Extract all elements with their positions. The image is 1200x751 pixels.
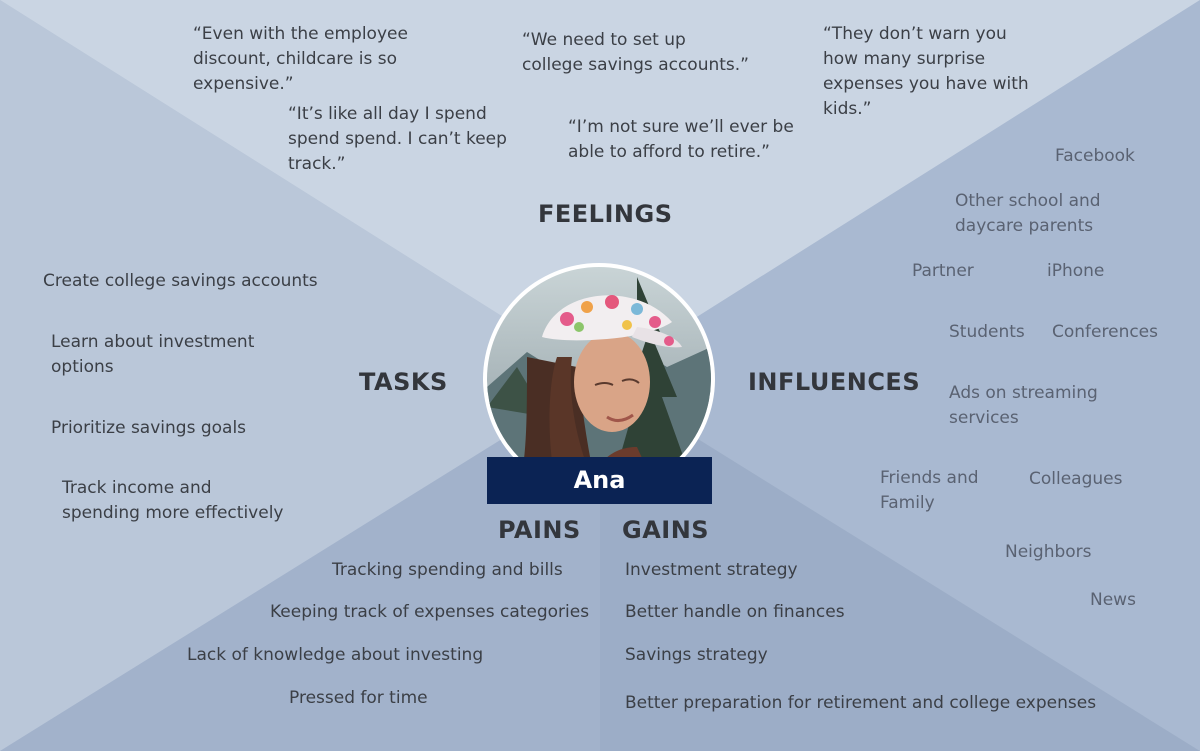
influences-region [600, 0, 1200, 751]
tasks-region [0, 0, 600, 751]
influence-item: Conferences [1052, 322, 1159, 342]
influence-item: Neighbors [1005, 542, 1092, 562]
feelings-quote: “Even with the employee discount, childc… [193, 24, 408, 94]
gains-heading: GAINS [622, 516, 710, 544]
influence-item: Facebook [1055, 146, 1135, 166]
feelings-quote: “I’m not sure we’ll ever be able to affo… [568, 117, 794, 162]
influence-item: iPhone [1047, 261, 1105, 281]
tasks-heading: TASKS [359, 368, 448, 396]
pain-item: Tracking spending and bills [332, 560, 563, 580]
pain-item: Lack of knowledge about investing [187, 645, 484, 665]
task-item: Learn about investment options [51, 332, 255, 377]
gains-region [600, 378, 1200, 751]
persona-portrait-illustration [487, 267, 711, 491]
gain-item: Investment strategy [625, 560, 798, 580]
influence-item: Partner [912, 261, 974, 281]
task-item: Prioritize savings goals [51, 418, 247, 438]
task-item: Create college savings accounts [43, 271, 318, 291]
influence-item: Students [949, 322, 1025, 342]
gain-item: Better preparation for retirement and co… [625, 693, 1097, 713]
task-item: Track income and spending more effective… [62, 478, 284, 523]
pain-item: Keeping track of expenses categories [270, 602, 590, 622]
influence-item: Other school and daycare parents [955, 191, 1101, 236]
feelings-region [0, 0, 1200, 378]
influence-item: News [1090, 590, 1136, 610]
gain-item: Savings strategy [625, 645, 768, 665]
gain-item: Better handle on finances [625, 602, 845, 622]
feelings-quote: “We need to set up college savings accou… [522, 30, 749, 75]
pains-region [0, 378, 600, 751]
pain-item: Pressed for time [289, 688, 428, 708]
influence-item: Friends and Family [880, 468, 979, 513]
persona-photo [483, 263, 715, 495]
influence-item: Colleagues [1029, 469, 1123, 489]
persona-name: Ana [487, 457, 712, 504]
influence-item: Ads on streaming services [949, 383, 1098, 428]
influences-heading: INFLUENCES [748, 368, 921, 396]
feelings-heading: FEELINGS [538, 200, 673, 228]
feelings-quote: “They don’t warn you how many surprise e… [823, 24, 1029, 119]
pains-heading: PAINS [498, 516, 581, 544]
feelings-quote: “It’s like all day I spend spend spend. … [288, 104, 507, 174]
